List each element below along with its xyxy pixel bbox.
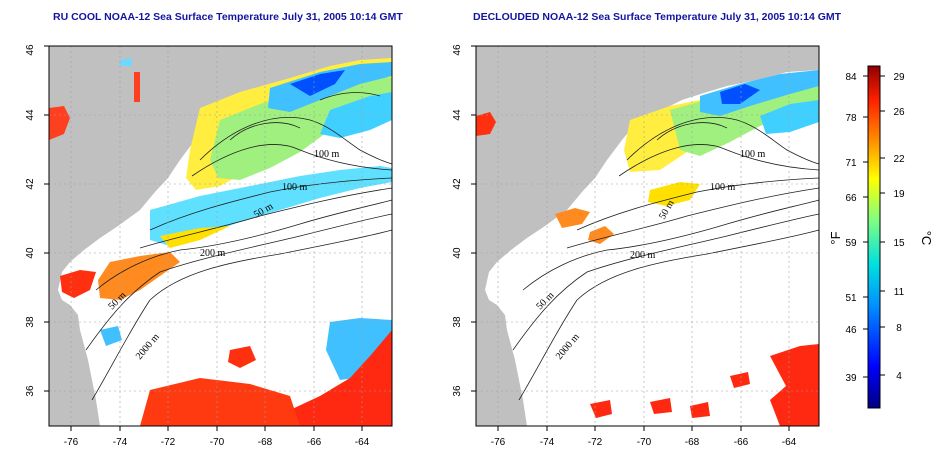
y-tick-label: 38 [452, 316, 463, 328]
x-tick-label: -70 [637, 437, 652, 448]
celsius-tick: 8 [896, 323, 902, 334]
colorbar-gradient [867, 65, 881, 409]
fahrenheit-tick: 59 [845, 238, 857, 249]
y-tick-label: 36 [452, 385, 463, 397]
right-panel-title: DECLOUDED NOAA-12 Sea Surface Temperatur… [473, 11, 842, 23]
celsius-tick: 19 [893, 189, 905, 200]
fahrenheit-tick: 71 [845, 158, 857, 169]
left-sst-patches [49, 58, 392, 426]
fahrenheit-tick: 46 [845, 325, 857, 336]
contour-label: 100 m [740, 149, 766, 160]
celsius-tick: 15 [893, 238, 905, 249]
y-tick-label: 44 [452, 109, 463, 121]
right-y-tick-labels: 36 38 40 42 44 46 [452, 44, 463, 397]
colorbar-ticks [863, 75, 885, 378]
left-map-panel: 100 m 100 m 50 m 200 m 50 m 2000 m [25, 44, 393, 448]
y-tick-label: 42 [25, 178, 36, 190]
celsius-unit-label: °C [919, 231, 934, 246]
contour-label: 100 m [710, 182, 736, 193]
y-tick-label: 40 [452, 247, 463, 259]
left-y-tick-labels: 36 38 40 42 44 46 [25, 44, 36, 397]
left-panel-title: RU COOL NOAA-12 Sea Surface Temperature … [53, 11, 403, 23]
y-tick-label: 46 [25, 44, 36, 56]
celsius-tick: 26 [893, 107, 905, 118]
y-tick-label: 44 [25, 109, 36, 121]
left-tick-marks [44, 45, 363, 431]
right-x-tick-labels: -76 -74 -72 -70 -68 -66 -64 [491, 437, 797, 448]
x-tick-label: -68 [258, 437, 273, 448]
celsius-tick: 22 [893, 154, 905, 165]
celsius-tick: 4 [896, 371, 902, 382]
x-tick-label: -64 [355, 437, 370, 448]
x-tick-label: -76 [491, 437, 506, 448]
right-contours [512, 117, 820, 401]
left-land [49, 46, 392, 426]
right-map-frame [475, 45, 820, 427]
celsius-tick: 11 [894, 287, 905, 298]
right-tick-marks [471, 45, 790, 431]
fahrenheit-tick: 84 [845, 72, 857, 83]
x-tick-label: -66 [307, 437, 322, 448]
x-tick-label: -72 [161, 437, 176, 448]
y-tick-label: 36 [25, 385, 36, 397]
x-tick-label: -76 [64, 437, 79, 448]
x-tick-label: -74 [540, 437, 555, 448]
y-tick-label: 40 [25, 247, 36, 259]
contour-label: 200 m [630, 250, 656, 261]
contour-label: 200 m [200, 248, 226, 259]
x-tick-label: -66 [734, 437, 749, 448]
right-map-panel: 100 m 100 m 50 m 200 m 50 m 2000 m [452, 44, 820, 448]
left-contours [85, 92, 393, 401]
fahrenheit-tick: 51 [845, 293, 857, 304]
x-tick-label: -74 [113, 437, 128, 448]
x-tick-label: -64 [782, 437, 797, 448]
fahrenheit-tick: 78 [845, 113, 857, 124]
right-land [476, 46, 819, 426]
contour-label: 100 m [314, 149, 340, 160]
left-map-frame [48, 45, 393, 427]
y-tick-label: 46 [452, 44, 463, 56]
colorbar-celsius-labels: 29 26 22 19 15 11 8 4 [893, 72, 905, 382]
left-x-tick-labels: -76 -74 -72 -70 -68 -66 -64 [64, 437, 370, 448]
x-tick-label: -72 [588, 437, 603, 448]
contour-label: 100 m [282, 182, 308, 193]
colorbar-fahrenheit-labels: 84 78 71 66 59 51 46 39 [845, 72, 857, 384]
fahrenheit-tick: 39 [845, 373, 857, 384]
x-tick-label: -68 [685, 437, 700, 448]
y-tick-label: 38 [25, 316, 36, 328]
right-sst-patches [476, 70, 819, 426]
colorbar: 84 78 71 66 59 51 46 39 29 26 22 19 15 1… [828, 65, 934, 409]
right-grid [476, 46, 819, 426]
fahrenheit-unit-label: °F [828, 231, 843, 244]
fahrenheit-tick: 66 [845, 193, 857, 204]
y-tick-label: 42 [452, 178, 463, 190]
celsius-tick: 29 [893, 72, 905, 83]
left-grid [49, 46, 392, 426]
x-tick-label: -70 [210, 437, 225, 448]
